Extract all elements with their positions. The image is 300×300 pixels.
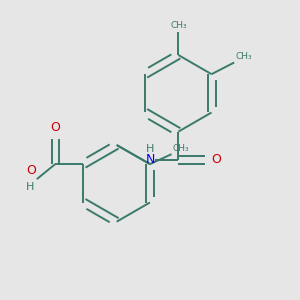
Text: H: H [146, 144, 154, 154]
Text: H: H [26, 182, 34, 192]
Text: CH₃: CH₃ [236, 52, 252, 61]
Text: N: N [145, 154, 155, 166]
Text: O: O [26, 164, 36, 178]
Text: O: O [50, 121, 60, 134]
Text: O: O [211, 154, 221, 166]
Text: CH₃: CH₃ [170, 21, 187, 30]
Text: CH₃: CH₃ [173, 144, 190, 153]
